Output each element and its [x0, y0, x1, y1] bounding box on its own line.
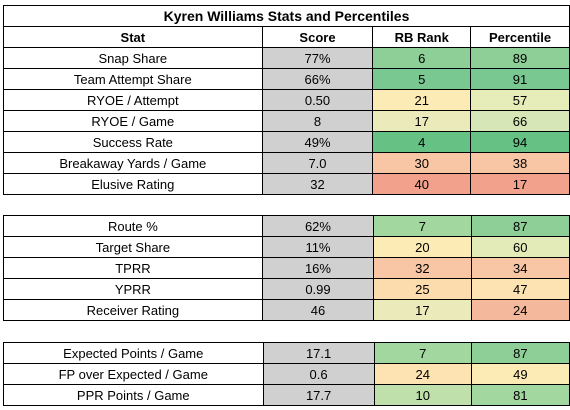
percentile-cell: 57	[470, 89, 570, 111]
header-score: Score	[261, 26, 374, 48]
rb-rank-cell: 17	[373, 299, 472, 321]
stat-cell: Team Attempt Share	[3, 68, 263, 90]
score-cell: 32	[261, 173, 374, 195]
stat-cell: Success Rate	[3, 131, 263, 153]
rb-rank-cell: 32	[373, 257, 472, 279]
percentile-cell: 49	[470, 363, 570, 385]
stat-cell: YPRR	[3, 278, 263, 300]
stat-cell: Snap Share	[3, 47, 263, 69]
fantasy-rows: Expected Points / Game 17.1 7 87 FP over Exp…	[3, 342, 570, 406]
rb-rank-cell: 7	[373, 342, 472, 364]
percentile-cell: 38	[470, 152, 570, 174]
stats-table-fantasy: Expected Points / Game 17.1 7 87 FP over Exp…	[3, 342, 570, 406]
percentile-cell: 81	[470, 384, 570, 406]
score-cell: 17.7	[262, 384, 375, 406]
table-row: Expected Points / Game 17.1 7 87	[3, 342, 570, 364]
table-row: Receiver Rating 46 17 24	[3, 299, 570, 321]
stat-cell: PPR Points / Game	[3, 384, 264, 406]
score-cell: 0.99	[261, 278, 375, 300]
stat-cell: Route %	[3, 215, 263, 237]
rb-rank-cell: 7	[373, 215, 472, 237]
rb-rank-cell: 10	[373, 384, 472, 406]
rb-rank-cell: 6	[372, 47, 472, 69]
rb-rank-cell: 30	[372, 152, 472, 174]
percentile-cell: 94	[470, 131, 570, 153]
score-cell: 0.6	[262, 363, 375, 385]
stat-cell: Target Share	[3, 236, 263, 258]
score-cell: 7.0	[261, 152, 374, 174]
score-cell: 77%	[261, 47, 374, 69]
rb-rank-cell: 20	[373, 236, 472, 258]
score-cell: 62%	[261, 215, 375, 237]
table-row: YPRR 0.99 25 47	[3, 278, 570, 300]
table-row: Success Rate 49% 4 94	[3, 131, 570, 153]
rb-rank-cell: 21	[372, 89, 472, 111]
stat-cell: Elusive Rating	[3, 173, 263, 195]
percentile-cell: 91	[470, 68, 570, 90]
score-cell: 66%	[261, 68, 374, 90]
stat-cell: Breakaway Yards / Game	[3, 152, 263, 174]
score-cell: 49%	[261, 131, 374, 153]
rb-rank-cell: 5	[372, 68, 472, 90]
table-row: Route % 62% 7 87	[3, 215, 570, 237]
table-row: Elusive Rating 32 40 17	[3, 173, 570, 195]
rb-rank-cell: 4	[372, 131, 472, 153]
score-cell: 11%	[261, 236, 375, 258]
table-row: TPRR 16% 32 34	[3, 257, 570, 279]
percentile-cell: 17	[470, 173, 570, 195]
percentile-cell: 66	[470, 110, 570, 132]
title-row: Kyren Williams Stats and Percentiles	[3, 5, 570, 27]
percentile-cell: 47	[470, 278, 570, 300]
stats-table-rushing: Kyren Williams Stats and Percentiles Sta…	[3, 5, 570, 195]
percentile-cell: 60	[470, 236, 570, 258]
percentile-cell: 89	[470, 47, 570, 69]
table-row: Team Attempt Share 66% 5 91	[3, 68, 570, 90]
rb-rank-cell: 40	[372, 173, 472, 195]
table-row: Target Share 11% 20 60	[3, 236, 570, 258]
score-cell: 17.1	[262, 342, 375, 364]
stats-table-receiving: Route % 62% 7 87 Target Share 11% 20 60 TPRR 16% 3…	[3, 215, 570, 321]
header-rb-rank: RB Rank	[372, 26, 472, 48]
header-row: Stat Score RB Rank Percentile	[3, 26, 570, 48]
score-cell: 46	[261, 299, 375, 321]
header-stat: Stat	[3, 26, 263, 48]
rb-rank-cell: 24	[373, 363, 472, 385]
table-row: FP over Expected / Game 0.6 24 49	[3, 363, 570, 385]
score-cell: 8	[261, 110, 374, 132]
percentile-cell: 24	[470, 299, 570, 321]
percentile-cell: 87	[470, 215, 570, 237]
stat-cell: Expected Points / Game	[3, 342, 264, 364]
table-row: RYOE / Attempt 0.50 21 57	[3, 89, 570, 111]
percentile-cell: 87	[470, 342, 570, 364]
stat-cell: RYOE / Game	[3, 110, 263, 132]
rb-rank-cell: 17	[372, 110, 472, 132]
rushing-rows: Snap Share 77% 6 89 Team Attempt Share 66% 5 91…	[3, 47, 570, 195]
stat-cell: FP over Expected / Game	[3, 363, 264, 385]
stat-cell: TPRR	[3, 257, 263, 279]
stat-cell: RYOE / Attempt	[3, 89, 263, 111]
percentile-cell: 34	[470, 257, 570, 279]
table-title: Kyren Williams Stats and Percentiles	[3, 5, 570, 27]
score-cell: 16%	[261, 257, 375, 279]
table-row: Breakaway Yards / Game 7.0 30 38	[3, 152, 570, 174]
table-row: PPR Points / Game 17.7 10 81	[3, 384, 570, 406]
header-percentile: Percentile	[470, 26, 570, 48]
receiving-rows: Route % 62% 7 87 Target Share 11% 20 60 TPRR 16% 3…	[3, 215, 570, 321]
table-row: Snap Share 77% 6 89	[3, 47, 570, 69]
table-row: RYOE / Game 8 17 66	[3, 110, 570, 132]
score-cell: 0.50	[261, 89, 374, 111]
stat-cell: Receiver Rating	[3, 299, 263, 321]
rb-rank-cell: 25	[373, 278, 472, 300]
